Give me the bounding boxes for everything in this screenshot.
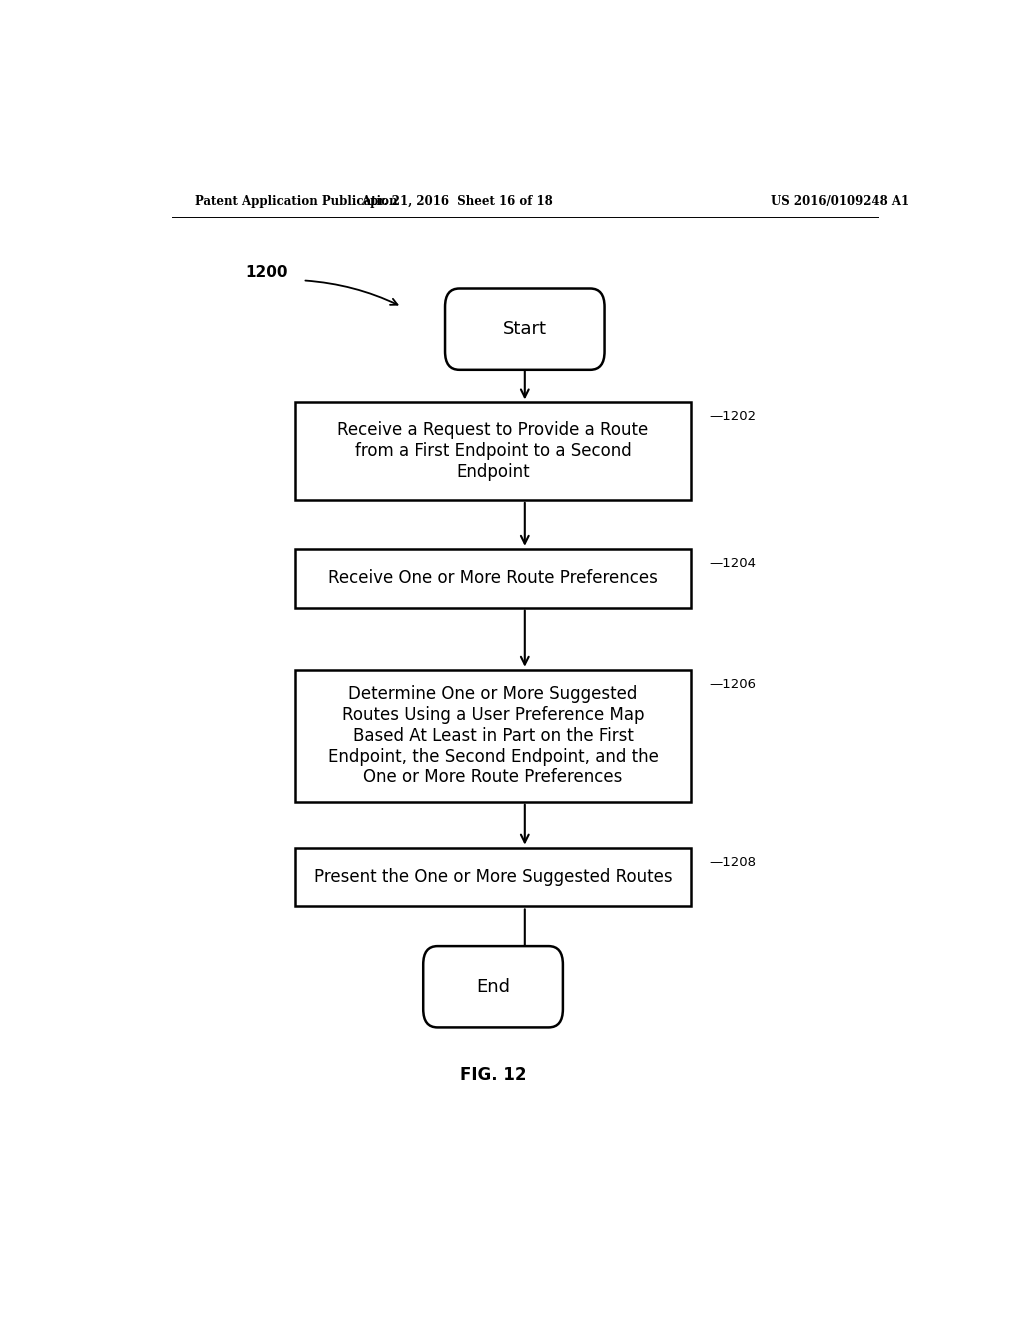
Text: Present the One or More Suggested Routes: Present the One or More Suggested Routes (313, 869, 673, 886)
Text: —1202: —1202 (709, 411, 756, 424)
Text: —1206: —1206 (709, 677, 756, 690)
Text: Receive One or More Route Preferences: Receive One or More Route Preferences (328, 569, 658, 587)
Text: Receive a Request to Provide a Route
from a First Endpoint to a Second
Endpoint: Receive a Request to Provide a Route fro… (338, 421, 648, 480)
Text: Start: Start (503, 321, 547, 338)
Text: Patent Application Publication: Patent Application Publication (196, 194, 398, 207)
Text: FIG. 12: FIG. 12 (460, 1067, 526, 1084)
Text: Determine One or More Suggested
Routes Using a User Preference Map
Based At Leas: Determine One or More Suggested Routes U… (328, 685, 658, 787)
Text: End: End (476, 978, 510, 995)
Text: —1204: —1204 (709, 557, 756, 570)
FancyBboxPatch shape (423, 946, 563, 1027)
Text: —1208: —1208 (709, 855, 756, 869)
Text: 1200: 1200 (246, 265, 288, 280)
FancyBboxPatch shape (445, 289, 604, 370)
Text: Apr. 21, 2016  Sheet 16 of 18: Apr. 21, 2016 Sheet 16 of 18 (361, 194, 553, 207)
Bar (295, 669, 691, 801)
Text: US 2016/0109248 A1: US 2016/0109248 A1 (771, 194, 909, 207)
Bar (295, 403, 691, 500)
Bar (295, 549, 691, 607)
Bar (295, 847, 691, 907)
